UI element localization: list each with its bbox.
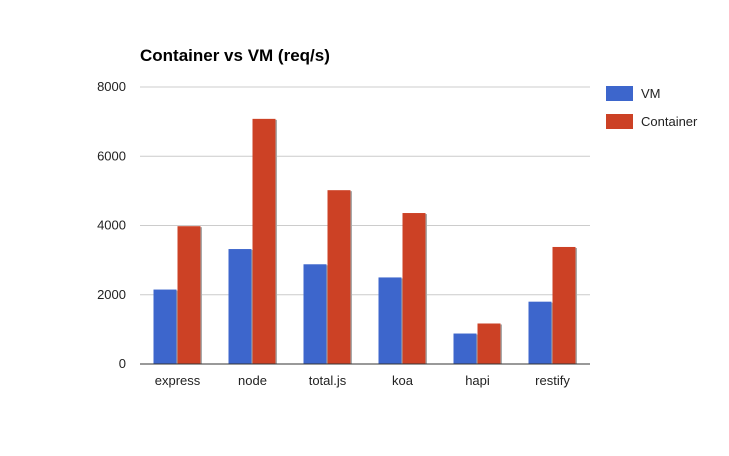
x-tick-label: node (238, 373, 267, 388)
gridlines (140, 86, 590, 296)
bar-vm-restify (528, 301, 552, 364)
bar-vm-node (228, 249, 252, 364)
x-tick-label: hapi (465, 373, 490, 388)
bar-vm-hapi (453, 333, 477, 364)
x-tick-label: total.js (309, 373, 347, 388)
bar-container-express (177, 226, 201, 364)
y-tick-label: 6000 (97, 148, 126, 163)
bar-container-total-js (327, 190, 351, 364)
y-tick-label: 4000 (97, 218, 126, 233)
bars (153, 118, 577, 364)
x-tick-label: koa (392, 373, 414, 388)
y-tick-label: 8000 (97, 79, 126, 94)
legend-swatch-vm (606, 86, 633, 101)
x-tick-label: restify (535, 373, 570, 388)
y-tick-label: 0 (119, 356, 126, 371)
x-tick-label: express (155, 373, 201, 388)
legend: VM Container (606, 86, 698, 129)
axes: 0 2000 4000 6000 8000 express node total.js koa h… (97, 79, 590, 388)
bar-container-node (252, 118, 276, 364)
legend-swatch-container (606, 114, 633, 129)
bar-container-koa (402, 213, 426, 364)
y-tick-label: 2000 (97, 287, 126, 302)
legend-label-container: Container (641, 114, 698, 129)
legend-label-vm: VM (641, 86, 661, 101)
bar-vm-total-js (303, 264, 327, 364)
bar-vm-express (153, 289, 177, 364)
bar-container-restify (552, 246, 576, 364)
bar-container-hapi (477, 323, 501, 364)
bar-vm-koa (378, 277, 402, 364)
chart-title: Container vs VM (req/s) (140, 46, 330, 65)
